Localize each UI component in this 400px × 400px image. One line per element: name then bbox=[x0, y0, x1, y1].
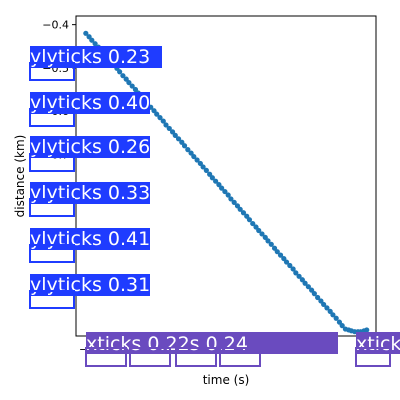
y-annotation: ylyticks 0.41 bbox=[29, 228, 150, 263]
y-tick-label: −0.4 bbox=[42, 19, 69, 32]
data-point bbox=[231, 199, 237, 205]
y-annotation: ylyticks 0.33 bbox=[29, 182, 150, 217]
data-point bbox=[185, 147, 191, 153]
x-tick-annotations: xticks 0.22s 0.24 xticks bbox=[85, 332, 400, 367]
y-tick-annotations: ylyticks 0.23 ylyticks 0.40 ylyticks 0.26 y… bbox=[29, 46, 162, 309]
data-point bbox=[163, 122, 169, 128]
data-point bbox=[213, 178, 219, 184]
data-point bbox=[330, 312, 336, 318]
data-point bbox=[305, 284, 311, 290]
data-point bbox=[293, 270, 299, 276]
data-point bbox=[240, 210, 247, 216]
data-point bbox=[324, 305, 330, 311]
data-point bbox=[287, 262, 293, 269]
x-annotation-box bbox=[85, 347, 127, 367]
data-point bbox=[157, 115, 163, 121]
data-point bbox=[333, 315, 339, 321]
data-point bbox=[89, 37, 95, 43]
data-point bbox=[250, 220, 256, 227]
data-point bbox=[283, 259, 290, 265]
data-point bbox=[256, 227, 262, 234]
data-point bbox=[154, 111, 160, 117]
data-point bbox=[175, 136, 182, 142]
data-point bbox=[200, 164, 206, 170]
data-point bbox=[265, 238, 271, 244]
data-point bbox=[225, 192, 231, 198]
data-point bbox=[228, 196, 234, 202]
data-point bbox=[160, 118, 166, 124]
y-axis-label: distance (km) bbox=[13, 135, 27, 218]
data-point bbox=[129, 83, 135, 89]
y-annotation-label: ylyticks 0.33 bbox=[30, 182, 150, 204]
data-point bbox=[181, 143, 188, 149]
y-annotation-label: ylyticks 0.31 bbox=[30, 274, 150, 296]
x-axis-label: time (s) bbox=[203, 373, 250, 387]
x-annotation-label: xticks 0.22s 0.24 bbox=[86, 333, 248, 355]
y-annotation-box bbox=[29, 62, 75, 81]
data-point bbox=[203, 167, 209, 173]
x-annotation-label: xticks bbox=[356, 333, 400, 355]
y-annotation: ylyticks 0.31 bbox=[29, 274, 150, 309]
data-point bbox=[339, 323, 345, 329]
x-annotation: xticks 0.22s 0.24 bbox=[85, 332, 338, 367]
y-annotation: ylyticks 0.40 bbox=[29, 92, 150, 127]
data-point bbox=[315, 294, 321, 301]
y-annotation-box bbox=[29, 290, 75, 309]
x-annotation-box bbox=[355, 347, 391, 367]
data-point bbox=[302, 280, 308, 286]
data-point bbox=[126, 79, 132, 86]
y-annotation-box bbox=[29, 108, 75, 127]
data-point bbox=[268, 241, 274, 247]
data-point bbox=[219, 185, 225, 191]
y-annotation-label: ylyticks 0.23 bbox=[30, 46, 150, 68]
data-point bbox=[117, 69, 123, 75]
y-annotation-label: ylyticks 0.40 bbox=[30, 92, 150, 114]
x-annotation: xticks bbox=[355, 332, 400, 367]
data-point bbox=[191, 153, 197, 160]
data-point bbox=[321, 301, 327, 308]
data-point bbox=[277, 252, 284, 258]
x-annotation-box bbox=[129, 347, 171, 367]
data-point bbox=[120, 73, 126, 79]
data-point bbox=[166, 125, 172, 132]
y-annotation-box bbox=[29, 153, 75, 172]
data-point bbox=[222, 188, 228, 195]
y-annotation: ylyticks 0.26 bbox=[29, 136, 150, 172]
data-point bbox=[209, 175, 215, 181]
x-annotation-box bbox=[175, 347, 217, 367]
y-annotation-bar bbox=[30, 136, 150, 158]
data-point bbox=[259, 231, 265, 237]
y-annotation-box bbox=[29, 198, 75, 217]
y-annotation-box bbox=[29, 244, 75, 263]
data-point bbox=[194, 157, 200, 163]
data-point bbox=[364, 327, 370, 333]
data-point bbox=[237, 206, 243, 212]
data-point bbox=[172, 132, 178, 138]
data-point bbox=[92, 41, 98, 47]
data-point bbox=[246, 217, 253, 223]
y-annotation-label: ylyticks 0.26 bbox=[30, 136, 150, 158]
data-point bbox=[83, 30, 89, 36]
data-point bbox=[311, 291, 317, 297]
y-annotation: ylyticks 0.23 bbox=[29, 46, 162, 81]
x-annotation-box bbox=[219, 347, 261, 367]
y-annotation-label: ylyticks 0.41 bbox=[30, 228, 150, 250]
data-point bbox=[274, 249, 280, 255]
data-point bbox=[290, 266, 296, 272]
data-point bbox=[296, 273, 302, 279]
